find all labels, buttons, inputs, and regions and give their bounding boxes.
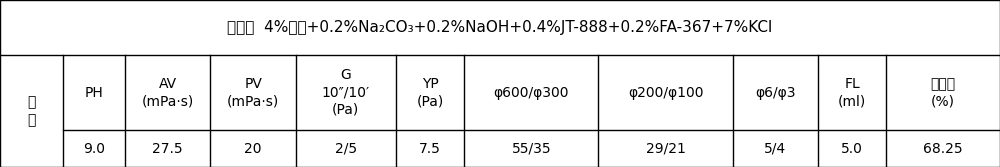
Text: 配方：  4%坤土+0.2%Na₂CO₃+0.2%NaOH+0.4%JT-888+0.2%FA-367+7%KCl: 配方： 4%坤土+0.2%Na₂CO₃+0.2%NaOH+0.4%JT-888+… <box>227 20 773 35</box>
Text: 回收率
(%): 回收率 (%) <box>931 77 956 108</box>
Text: 20: 20 <box>244 142 262 156</box>
Text: 5/4: 5/4 <box>764 142 786 156</box>
Text: 29/21: 29/21 <box>646 142 685 156</box>
Text: PH: PH <box>84 86 103 100</box>
Text: 68.25: 68.25 <box>923 142 963 156</box>
Text: G
10″/10′
(Pa): G 10″/10′ (Pa) <box>322 68 370 117</box>
Text: φ600/φ300: φ600/φ300 <box>494 86 569 100</box>
Text: φ200/φ100: φ200/φ100 <box>628 86 703 100</box>
Text: 9.0: 9.0 <box>83 142 105 156</box>
Text: 27.5: 27.5 <box>152 142 183 156</box>
Text: 2/5: 2/5 <box>335 142 357 156</box>
Text: YP
(Pa): YP (Pa) <box>416 77 444 108</box>
Text: AV
(mPa·s): AV (mPa·s) <box>142 77 194 108</box>
Text: 5.0: 5.0 <box>841 142 863 156</box>
Text: 55/35: 55/35 <box>511 142 551 156</box>
Text: PV
(mPa·s): PV (mPa·s) <box>227 77 279 108</box>
Text: FL
(ml): FL (ml) <box>838 77 866 108</box>
Text: 性
能: 性 能 <box>27 95 35 127</box>
Text: 7.5: 7.5 <box>419 142 441 156</box>
Text: φ6/φ3: φ6/φ3 <box>755 86 796 100</box>
